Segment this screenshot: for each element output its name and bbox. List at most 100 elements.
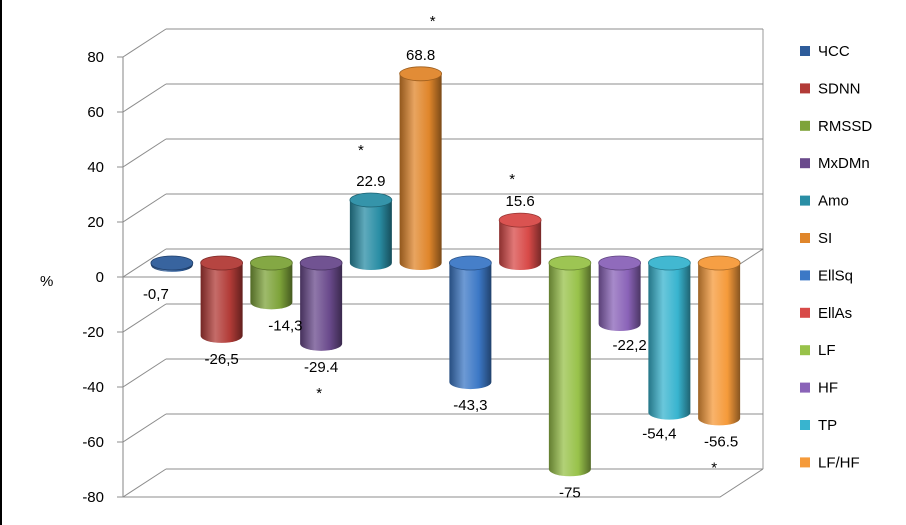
legend-item: MxDMn [800, 155, 870, 172]
y-tick-label: 0 [96, 269, 104, 286]
bar-cap [697, 255, 741, 271]
significance-star: * [316, 385, 322, 402]
legend-label: TP [818, 417, 837, 434]
bar-body [499, 220, 542, 270]
y-tick-label: 40 [87, 159, 104, 176]
bar-LF [548, 255, 592, 477]
bars [150, 66, 741, 477]
data-label: -22,2 [613, 337, 647, 354]
bar-body [300, 263, 343, 351]
y-tick-label: -20 [82, 324, 104, 341]
legend-swatch [800, 120, 810, 131]
legend-swatch [800, 420, 810, 430]
bar-cap [448, 255, 492, 271]
gridline-diag [122, 358, 167, 388]
bar-body [349, 200, 392, 270]
bar-RMSSD [249, 255, 293, 310]
bar-body [449, 263, 492, 390]
legend-swatch [800, 382, 810, 393]
legend-item: TP [800, 417, 837, 434]
legend-label: Amo [818, 193, 849, 210]
legend-swatch [800, 270, 810, 281]
legend-swatch [800, 307, 810, 318]
bottom-floor [123, 468, 764, 498]
legend-swatch [800, 46, 810, 56]
legend-swatch [800, 457, 810, 468]
bar-SI [399, 66, 443, 270]
data-label: -54,4 [642, 426, 676, 443]
data-label: 22.9 [356, 173, 385, 190]
legend-item: SDNN [800, 80, 861, 97]
bar-EllAs [498, 212, 542, 270]
data-label: -29.4 [304, 359, 338, 376]
legend-label: MxDMn [818, 155, 870, 172]
significance-star: * [711, 459, 717, 476]
bar-cap [647, 255, 691, 271]
gridline-diag [122, 138, 167, 168]
data-label: -56.5 [704, 433, 738, 450]
y-tick-label: -80 [82, 489, 104, 506]
bar-LF/HF [697, 255, 741, 426]
bar-cap [299, 255, 343, 271]
gridline-diag [122, 28, 167, 58]
bar-body [648, 263, 691, 420]
gridline-diag [122, 83, 167, 113]
bar-MxDMn [299, 255, 343, 351]
data-label: -43,3 [453, 397, 487, 414]
bar-EllSq [448, 255, 492, 390]
bar-TP [647, 255, 691, 420]
bar-body [250, 263, 293, 310]
data-label: 68.8 [406, 47, 435, 64]
legend-label: EllSq [818, 267, 853, 284]
data-label: -0,7 [143, 286, 169, 303]
legend-item: EllAs [800, 305, 852, 322]
y-tick-label: 60 [87, 104, 104, 121]
legend-label: RMSSD [818, 118, 872, 135]
bar-body [200, 263, 243, 343]
legend-swatch [800, 83, 810, 94]
legend-swatch [800, 345, 810, 356]
y-axis-label: % [40, 273, 53, 290]
legend-swatch [800, 195, 810, 206]
bar-SDNN [200, 255, 244, 343]
bar-cap [349, 192, 393, 208]
y-tick-label: -60 [82, 434, 104, 451]
legend-label: HF [818, 380, 838, 397]
legend-item: EllSq [800, 267, 853, 284]
bar-body [548, 263, 591, 477]
legend-label: SI [818, 230, 832, 247]
bar-Amo [349, 192, 393, 270]
y-axis-ticks: 80 60 40 20 0 -20 -40 -60 -80 [82, 49, 104, 506]
bar-cap [399, 66, 443, 82]
data-labels: -0,7 -26,5 -14,3 -29.4 * 22.9 * 68.8 * -43,3 15.6 *… [143, 13, 738, 501]
gridline-diag [122, 248, 167, 278]
legend-item: Amo [800, 193, 849, 210]
gridline-diag [122, 193, 167, 223]
bar-cap [150, 255, 194, 271]
bar-cap [200, 255, 244, 271]
significance-star: * [509, 171, 515, 188]
legend: ЧСС SDNN RMSSD MxDMn Amo SI EllSq EllAs LF HF TP LF… [800, 43, 872, 471]
bar-body [399, 73, 442, 270]
gridline-diag [122, 303, 167, 333]
legend-item: LF/HF [800, 454, 860, 471]
legend-item: SI [800, 230, 832, 247]
legend-label: SDNN [818, 80, 861, 97]
y-tick-label: 80 [87, 49, 104, 66]
gridline-diag [122, 468, 167, 498]
bar-ЧСС [150, 255, 194, 272]
legend-swatch [800, 233, 810, 243]
bar-cap [598, 255, 642, 271]
legend-swatch [800, 158, 810, 169]
gridline-diag [122, 413, 167, 443]
bar-body [598, 263, 641, 332]
y-tick-label: -40 [82, 379, 104, 396]
legend-label: EllAs [818, 305, 852, 322]
y-tick-label: 20 [87, 214, 104, 231]
bar-HF [598, 255, 642, 332]
bar-cap [249, 255, 293, 271]
legend-item: ЧСС [800, 43, 850, 60]
legend-label: ЧСС [818, 43, 850, 60]
